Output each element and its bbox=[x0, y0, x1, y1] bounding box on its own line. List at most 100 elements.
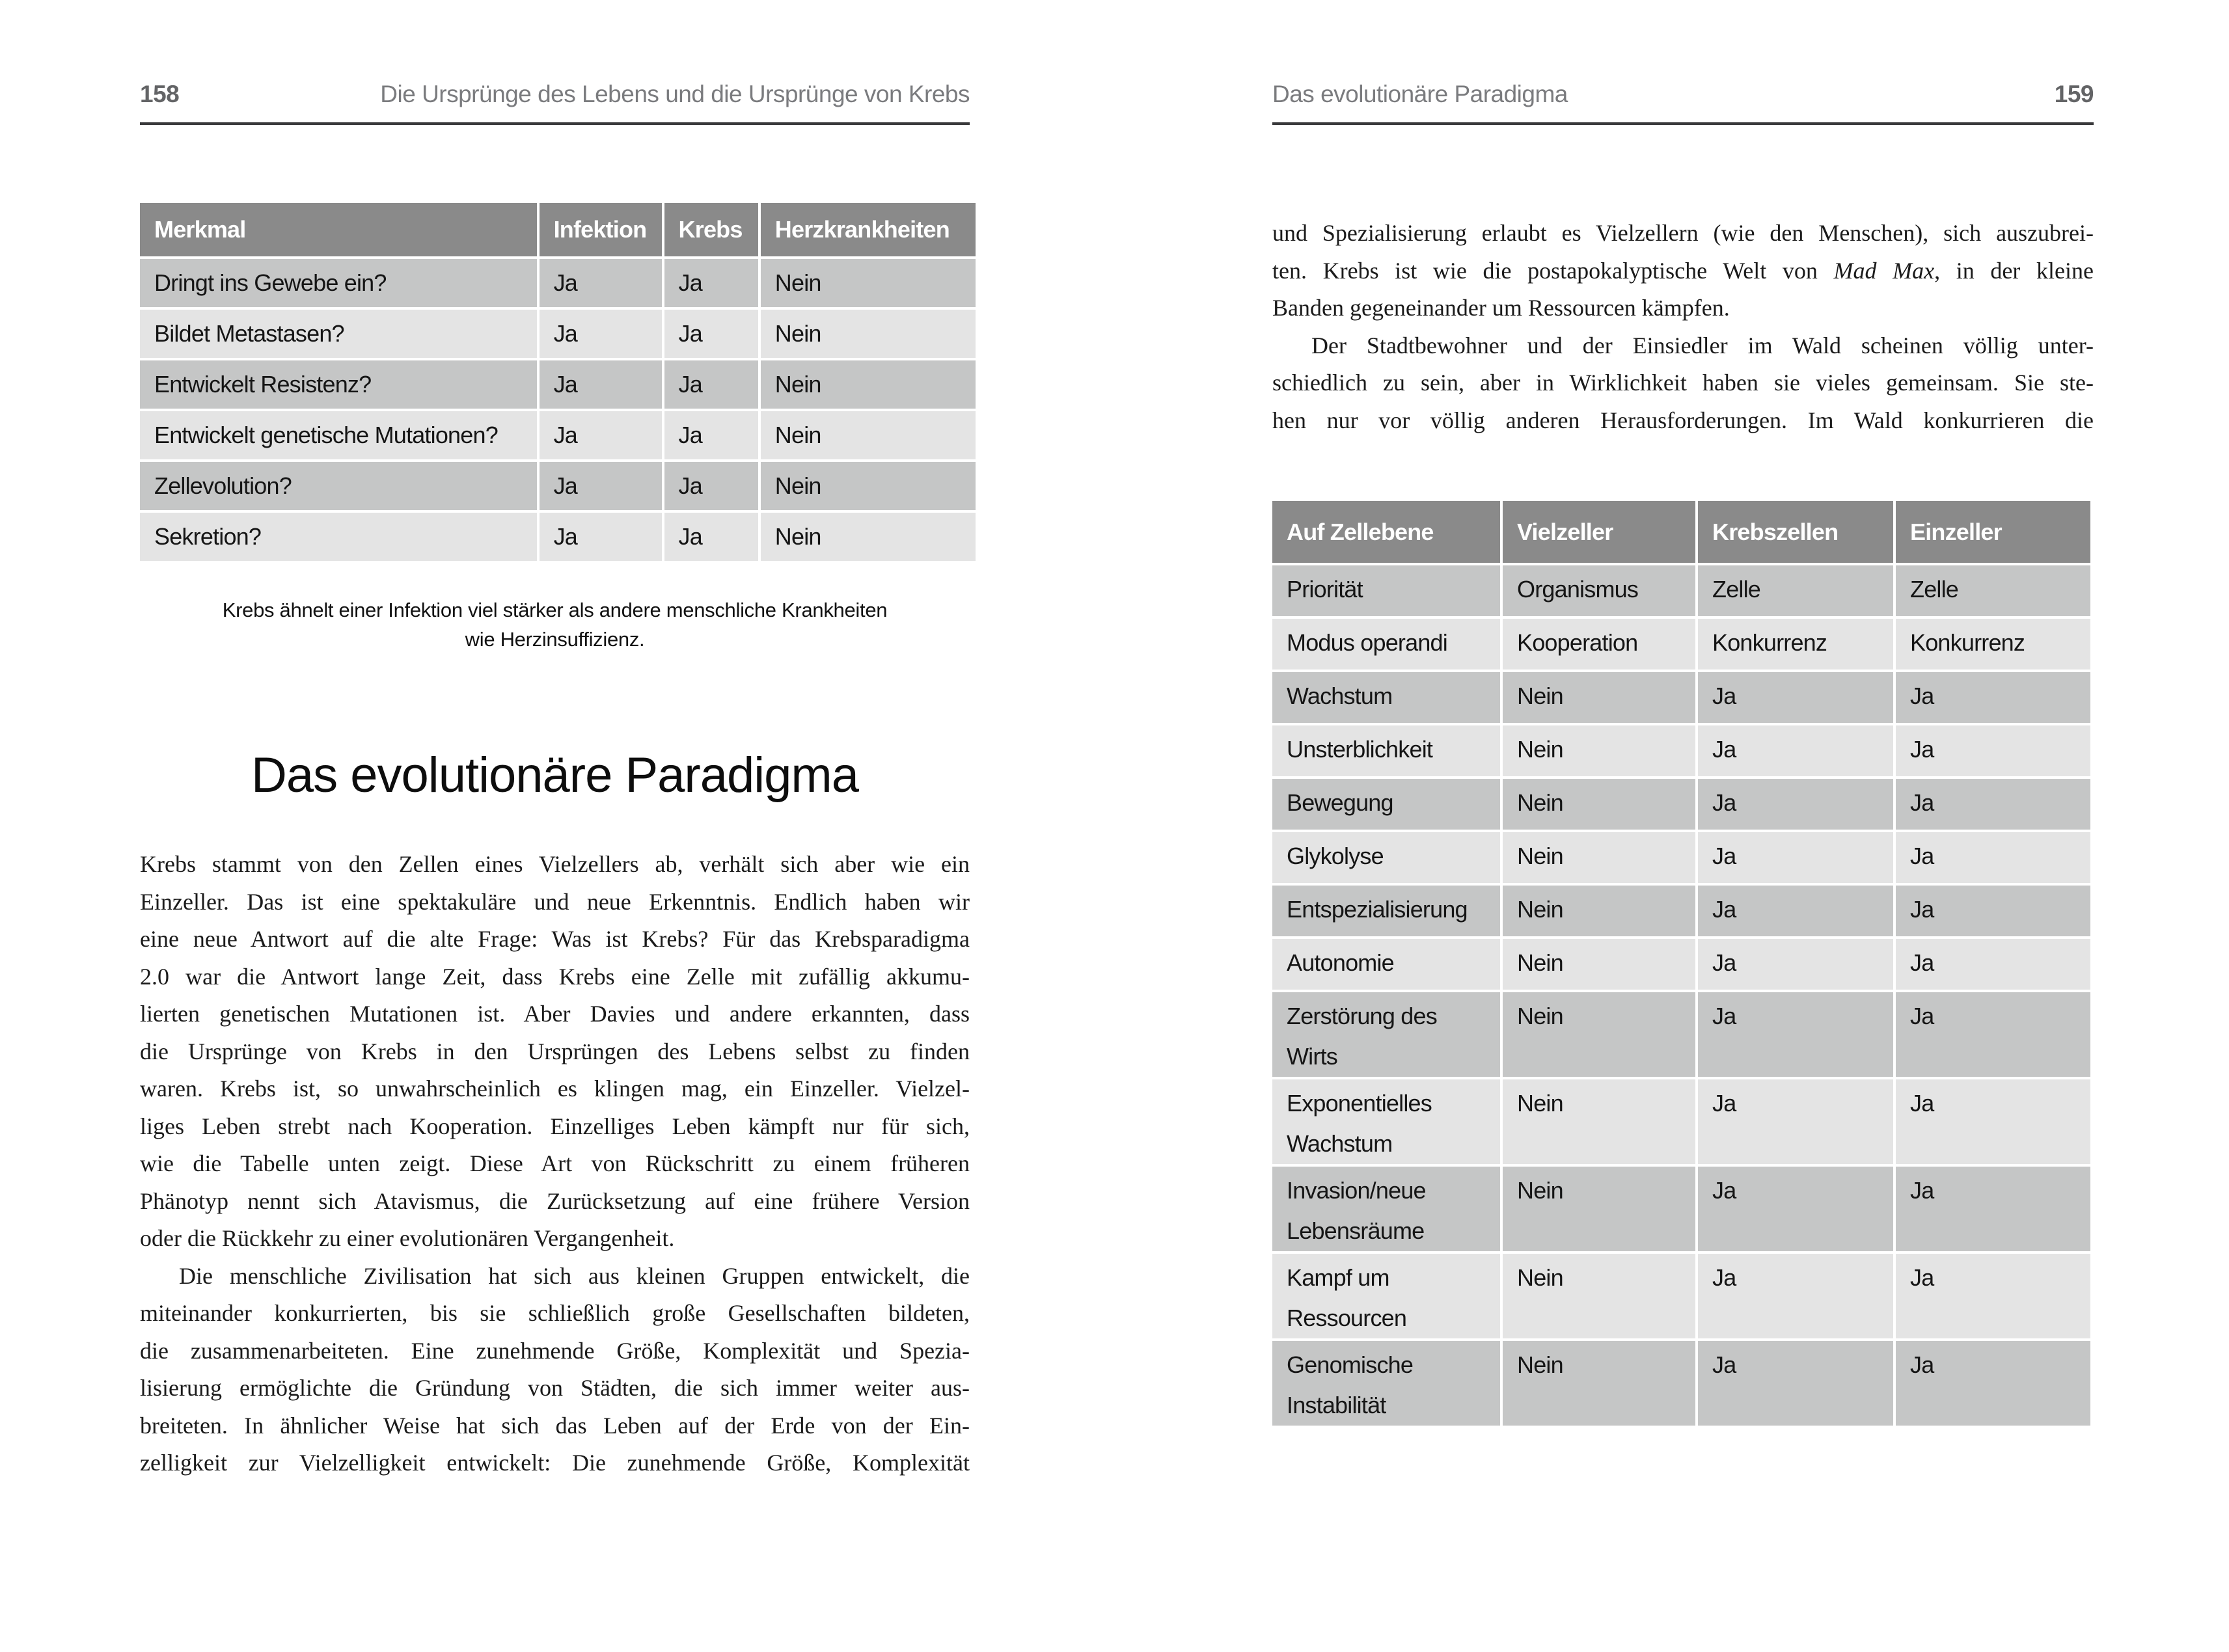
cell-value: Nein bbox=[1503, 1167, 1695, 1251]
cell-value: Nein bbox=[1503, 992, 1695, 1077]
cell-value: Ja bbox=[1896, 832, 2090, 883]
chapter-heading: Das evolutionäre Paradigma bbox=[251, 748, 859, 803]
right-page-header: Das evolutionäre Paradigma 159 bbox=[1272, 81, 2094, 108]
table-row: Bildet Metastasen? Ja Ja Nein bbox=[140, 310, 976, 358]
cell-value: Nein bbox=[760, 462, 976, 510]
table-row: Genomische Instabilität Nein Ja Ja bbox=[1272, 1341, 2090, 1426]
table-row: Exponentielles Wachstum Nein Ja Ja bbox=[1272, 1079, 2090, 1164]
cell-value: Ja bbox=[1698, 992, 1893, 1077]
row-label: Entspezialisierung bbox=[1272, 886, 1500, 936]
column-header: Krebs bbox=[664, 203, 758, 256]
row-label: Modus operandi bbox=[1272, 619, 1500, 670]
cell-value: Ja bbox=[1896, 992, 2090, 1077]
cell-value: Ja bbox=[664, 310, 758, 358]
body-line: 2.0 war die Antwort lange Zeit, dass Kre… bbox=[140, 963, 970, 990]
row-label: Autonomie bbox=[1272, 939, 1500, 990]
cell-value: Ja bbox=[1698, 1079, 1893, 1164]
cell-value: Kooperation bbox=[1503, 619, 1695, 670]
row-label: Kampf um Ressourcen bbox=[1272, 1254, 1500, 1338]
body-line: eine neue Antwort auf die alte Frage: Wa… bbox=[140, 926, 970, 952]
page-number-right: 159 bbox=[2054, 81, 2094, 107]
cell-value: Nein bbox=[1503, 725, 1695, 776]
row-label: Dringt ins Gewebe ein? bbox=[140, 259, 537, 307]
cell-value: Ja bbox=[664, 360, 758, 409]
running-head-right: Das evolutionäre Paradigma bbox=[1272, 81, 1568, 107]
row-label: Wachstum bbox=[1272, 672, 1500, 723]
table-row: Unsterblichkeit Nein Ja Ja bbox=[1272, 725, 2090, 776]
column-header: Auf Zellebene bbox=[1272, 501, 1500, 563]
body-line: ten. Krebs ist wie die postapokalyptisch… bbox=[1272, 257, 2094, 284]
cell-value: Ja bbox=[1896, 725, 2090, 776]
table-row: Modus operandi Kooperation Konkurrenz Konku… bbox=[1272, 619, 2090, 670]
body-line: Phänotyp nennt sich Atavismus, die Zurüc… bbox=[140, 1187, 970, 1214]
cell-value: Ja bbox=[1896, 672, 2090, 723]
table-row: Zerstörung des Wirts Nein Ja Ja bbox=[1272, 992, 2090, 1077]
table-header-row: Auf Zellebene Vielzeller Krebszellen Einzel… bbox=[1272, 501, 2090, 563]
body-line: wie die Tabelle unten zeigt. Diese Art v… bbox=[140, 1150, 970, 1176]
cell-value: Ja bbox=[539, 513, 662, 561]
row-label: Glykolyse bbox=[1272, 832, 1500, 883]
header-rule bbox=[1272, 122, 2094, 125]
table-row: Bewegung Nein Ja Ja bbox=[1272, 779, 2090, 830]
caption-line: Krebs ähnelt einer Infektion viel stärke… bbox=[222, 599, 888, 621]
body-line: die zusammenarbeiteten. Eine zunehmende … bbox=[140, 1337, 970, 1364]
column-header: Merkmal bbox=[140, 203, 537, 256]
cell-value: Ja bbox=[539, 411, 662, 459]
table-row: Autonomie Nein Ja Ja bbox=[1272, 939, 2090, 990]
cell-value: Ja bbox=[539, 259, 662, 307]
row-label: Entwickelt genetische Mutationen? bbox=[140, 411, 537, 459]
cell-value: Nein bbox=[760, 259, 976, 307]
body-text-right: und Spezialisierung erlaubt es Vielzelle… bbox=[1272, 215, 2094, 439]
infection-comparison-table: Merkmal Infektion Krebs Herzkrankheiten Drin… bbox=[137, 200, 978, 563]
left-page: 158 Die Ursprünge des Lebens und die Urs… bbox=[140, 0, 976, 1652]
page-number-left: 158 bbox=[140, 81, 180, 107]
cell-value: Nein bbox=[1503, 779, 1695, 830]
column-header: Herzkrankheiten bbox=[760, 203, 976, 256]
cell-value: Ja bbox=[664, 462, 758, 510]
running-head-left: Die Ursprünge des Lebens und die Ursprün… bbox=[380, 81, 970, 107]
cell-value: Nein bbox=[1503, 1341, 1695, 1426]
table-row: Zellevolution? Ja Ja Nein bbox=[140, 462, 976, 510]
cell-value: Ja bbox=[664, 259, 758, 307]
table-row: Kampf um Ressourcen Nein Ja Ja bbox=[1272, 1254, 2090, 1338]
body-line: miteinander konkurrierten, bis sie schli… bbox=[140, 1300, 970, 1326]
table-header-row: Merkmal Infektion Krebs Herzkrankheiten bbox=[140, 203, 976, 256]
body-line: Krebs stammt von den Zellen eines Vielze… bbox=[140, 851, 970, 877]
cell-value: Ja bbox=[1698, 886, 1893, 936]
cell-value: Ja bbox=[1698, 939, 1893, 990]
right-page: Das evolutionäre Paradigma 159 und Spezi… bbox=[1272, 0, 2094, 1652]
body-line: zelligkeit zur Vielzelligkeit entwickelt… bbox=[140, 1450, 970, 1476]
cell-value: Ja bbox=[539, 310, 662, 358]
cell-value: Ja bbox=[1896, 1167, 2090, 1251]
cell-value: Nein bbox=[760, 411, 976, 459]
cell-value: Nein bbox=[1503, 672, 1695, 723]
table-caption: Krebs ähnelt einer Infektion viel stärke… bbox=[140, 595, 970, 654]
body-line: und Spezialisierung erlaubt es Vielzelle… bbox=[1272, 220, 2094, 246]
table-row: Invasion/neue Lebensräume Nein Ja Ja bbox=[1272, 1167, 2090, 1251]
table-row: Priorität Organismus Zelle Zelle bbox=[1272, 565, 2090, 616]
body-text-left: Krebs stammt von den Zellen eines Vielze… bbox=[140, 846, 970, 1482]
table-row: Entwickelt Resistenz? Ja Ja Nein bbox=[140, 360, 976, 409]
body-line: liges Leben strebt nach Kooperation. Ein… bbox=[140, 1113, 970, 1139]
body-line: Einzeller. Das ist eine spektakuläre und… bbox=[140, 888, 970, 915]
cell-value: Ja bbox=[664, 513, 758, 561]
column-header: Vielzeller bbox=[1503, 501, 1695, 563]
body-line: hen nur vor völlig anderen Herausforderu… bbox=[1272, 407, 2094, 433]
cell-value: Ja bbox=[1896, 939, 2090, 990]
cell-value: Ja bbox=[1698, 1254, 1893, 1338]
body-line: oder die Rückkehr zu einer evolutionären… bbox=[140, 1225, 675, 1251]
row-label: Bewegung bbox=[1272, 779, 1500, 830]
cell-value: Nein bbox=[760, 513, 976, 561]
cell-value: Konkurrenz bbox=[1698, 619, 1893, 670]
row-label: Zerstörung des Wirts bbox=[1272, 992, 1500, 1077]
column-header: Einzeller bbox=[1896, 501, 2090, 563]
body-line: die Ursprünge von Krebs in den Ursprünge… bbox=[140, 1038, 970, 1064]
cell-value: Nein bbox=[760, 360, 976, 409]
row-label: Exponentielles Wachstum bbox=[1272, 1079, 1500, 1164]
table-row: Entwickelt genetische Mutationen? Ja Ja Nei… bbox=[140, 411, 976, 459]
table-row: Glykolyse Nein Ja Ja bbox=[1272, 832, 2090, 883]
cell-value: Ja bbox=[539, 360, 662, 409]
body-line: schiedlich zu sein, aber in Wirklichkeit… bbox=[1272, 370, 2094, 396]
cell-value: Nein bbox=[1503, 886, 1695, 936]
